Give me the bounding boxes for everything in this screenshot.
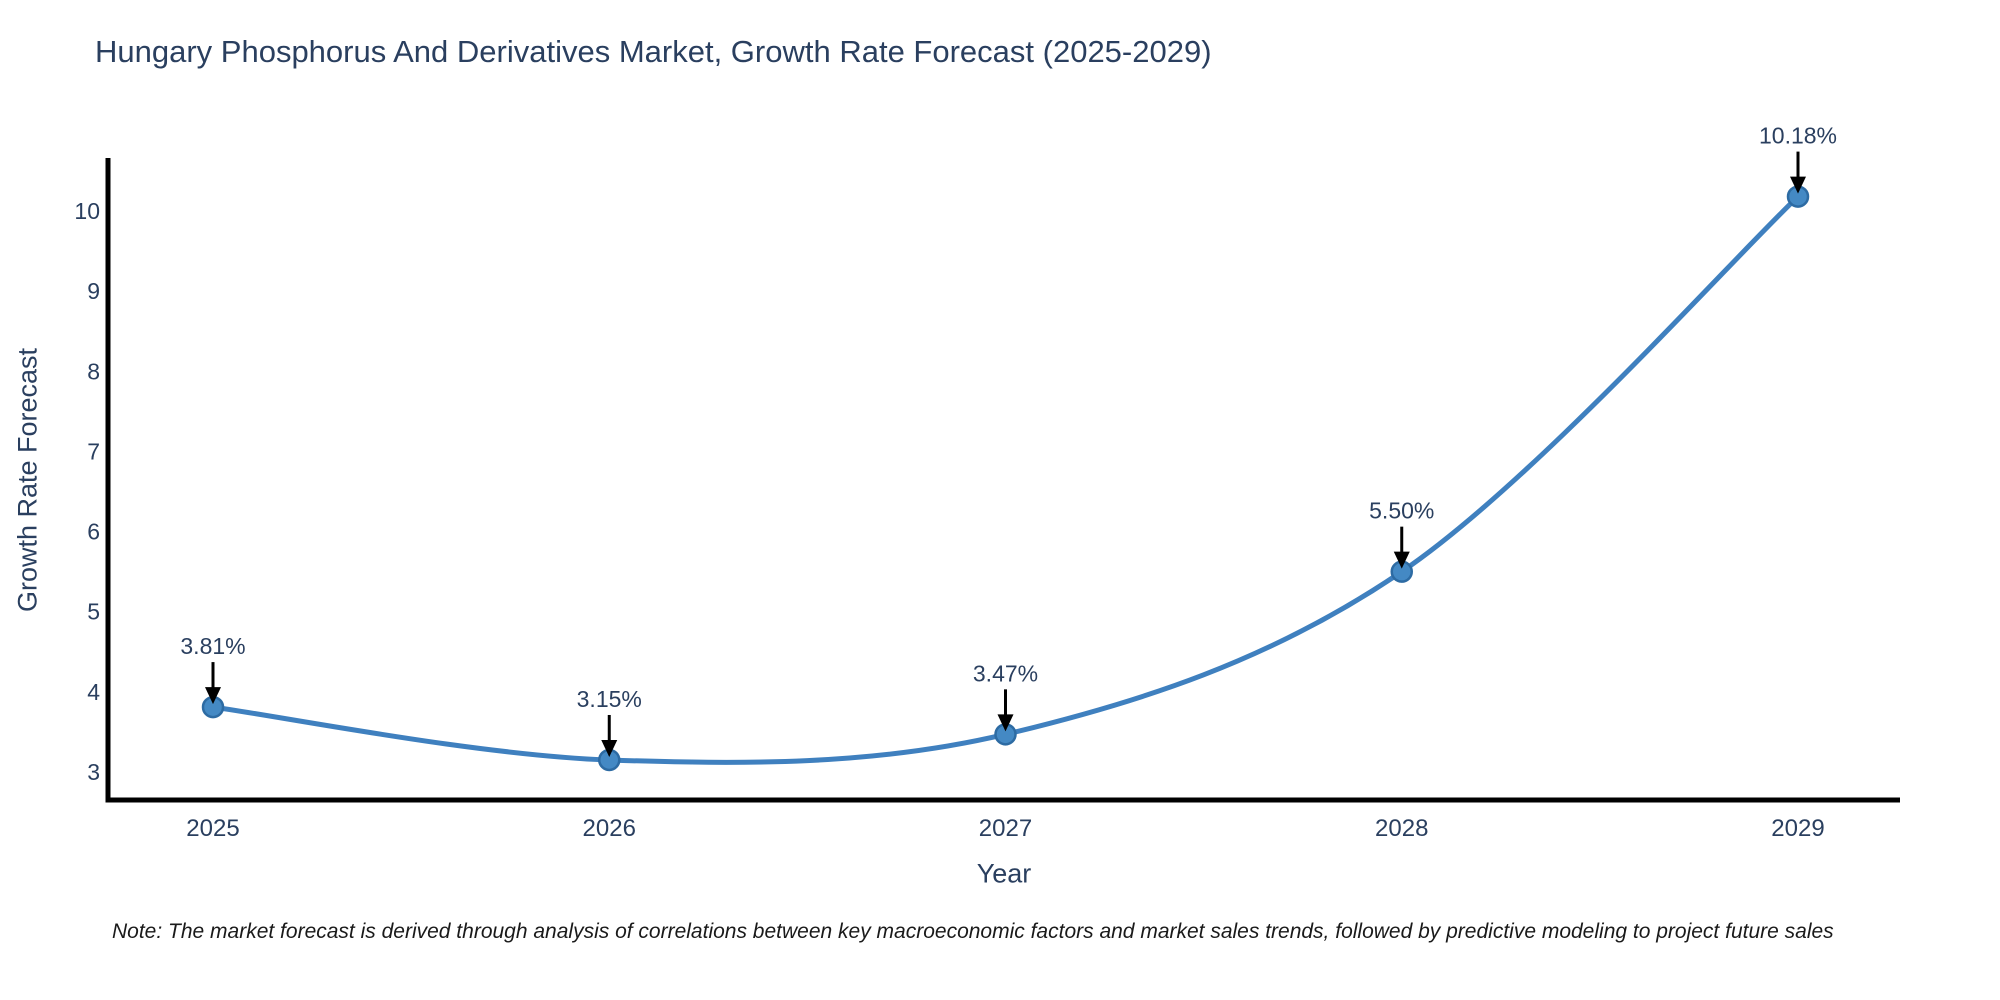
x-tick-label: 2027 (979, 815, 1032, 842)
x-axis-line (105, 797, 1900, 803)
y-tick-label: 6 (87, 519, 100, 545)
x-tick-label: 2026 (583, 815, 636, 842)
annotation-arrowhead-icon (1393, 551, 1410, 569)
x-tick-label: 2028 (1375, 815, 1428, 842)
annotation-arrowhead-icon (1790, 176, 1806, 194)
point-annotation-label: 3.47% (973, 660, 1038, 686)
y-tick-label: 4 (87, 679, 100, 705)
y-tick-label: 8 (87, 358, 100, 384)
point-annotation-label: 5.50% (1369, 498, 1434, 524)
point-annotation-label: 10.18% (1759, 123, 1837, 149)
y-tick-label: 9 (87, 278, 100, 304)
point-annotation-label: 3.81% (180, 633, 245, 659)
point-annotation-label: 3.15% (577, 686, 642, 712)
chart-title: Hungary Phosphorus And Derivatives Marke… (95, 34, 1212, 69)
y-tick-label: 3 (87, 759, 100, 785)
annotation-arrowhead-icon (601, 739, 618, 757)
x-axis-title: Year (976, 858, 1032, 889)
annotation-arrowhead-icon (997, 714, 1014, 732)
y-axis-line (105, 158, 111, 803)
x-tick-label: 2029 (1771, 815, 1824, 842)
footnote: Note: The market forecast is derived thr… (112, 920, 1834, 943)
y-tick-label: 5 (87, 599, 100, 625)
y-tick-label: 7 (87, 438, 100, 464)
x-tick-label: 2025 (186, 815, 239, 842)
y-tick-label: 10 (74, 198, 100, 224)
annotation-arrowhead-icon (205, 687, 221, 705)
